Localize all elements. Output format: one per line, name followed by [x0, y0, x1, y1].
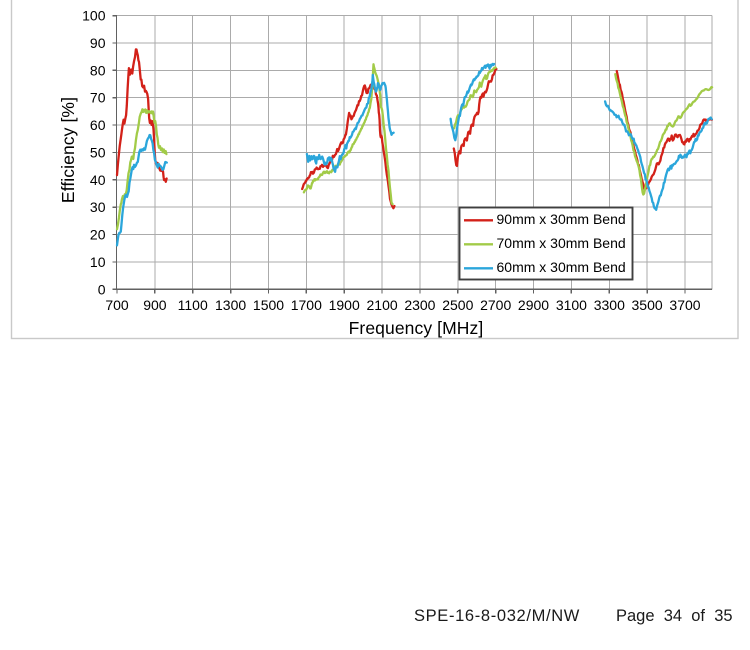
svg-text:900: 900 — [143, 297, 167, 313]
svg-text:70mm x 30mm Bend: 70mm x 30mm Bend — [497, 235, 626, 251]
svg-text:700: 700 — [105, 297, 129, 313]
svg-text:1100: 1100 — [178, 297, 208, 313]
svg-text:60: 60 — [90, 117, 106, 133]
svg-text:0: 0 — [98, 281, 106, 297]
svg-text:90mm x 30mm Bend: 90mm x 30mm Bend — [497, 211, 626, 227]
svg-text:3100: 3100 — [556, 297, 587, 313]
svg-text:Efficiency [%]: Efficiency [%] — [58, 97, 78, 203]
svg-text:40: 40 — [90, 172, 106, 188]
svg-text:100: 100 — [82, 8, 106, 24]
svg-text:1300: 1300 — [215, 297, 246, 313]
svg-text:20: 20 — [90, 227, 106, 243]
svg-text:2500: 2500 — [442, 297, 473, 313]
svg-text:SPE-16-8-032/M/NW: SPE-16-8-032/M/NW — [414, 607, 580, 625]
svg-text:Frequency [MHz]: Frequency [MHz] — [349, 318, 484, 338]
svg-text:3500: 3500 — [632, 297, 663, 313]
svg-text:1900: 1900 — [329, 297, 360, 313]
svg-text:70: 70 — [90, 90, 106, 106]
svg-text:2300: 2300 — [404, 297, 435, 313]
svg-text:90: 90 — [90, 35, 106, 51]
svg-text:2700: 2700 — [480, 297, 511, 313]
svg-text:3700: 3700 — [669, 297, 700, 313]
svg-text:80: 80 — [90, 62, 106, 78]
svg-text:60mm x 30mm Bend: 60mm x 30mm Bend — [497, 259, 626, 275]
svg-text:3300: 3300 — [594, 297, 625, 313]
svg-text:Page 34 of 35: Page 34 of 35 — [616, 607, 733, 625]
svg-text:1700: 1700 — [291, 297, 322, 313]
svg-text:2900: 2900 — [518, 297, 549, 313]
svg-text:10: 10 — [90, 254, 106, 270]
svg-text:50: 50 — [90, 145, 106, 161]
svg-text:1500: 1500 — [253, 297, 284, 313]
svg-text:30: 30 — [90, 199, 106, 215]
svg-text:2100: 2100 — [367, 297, 398, 313]
